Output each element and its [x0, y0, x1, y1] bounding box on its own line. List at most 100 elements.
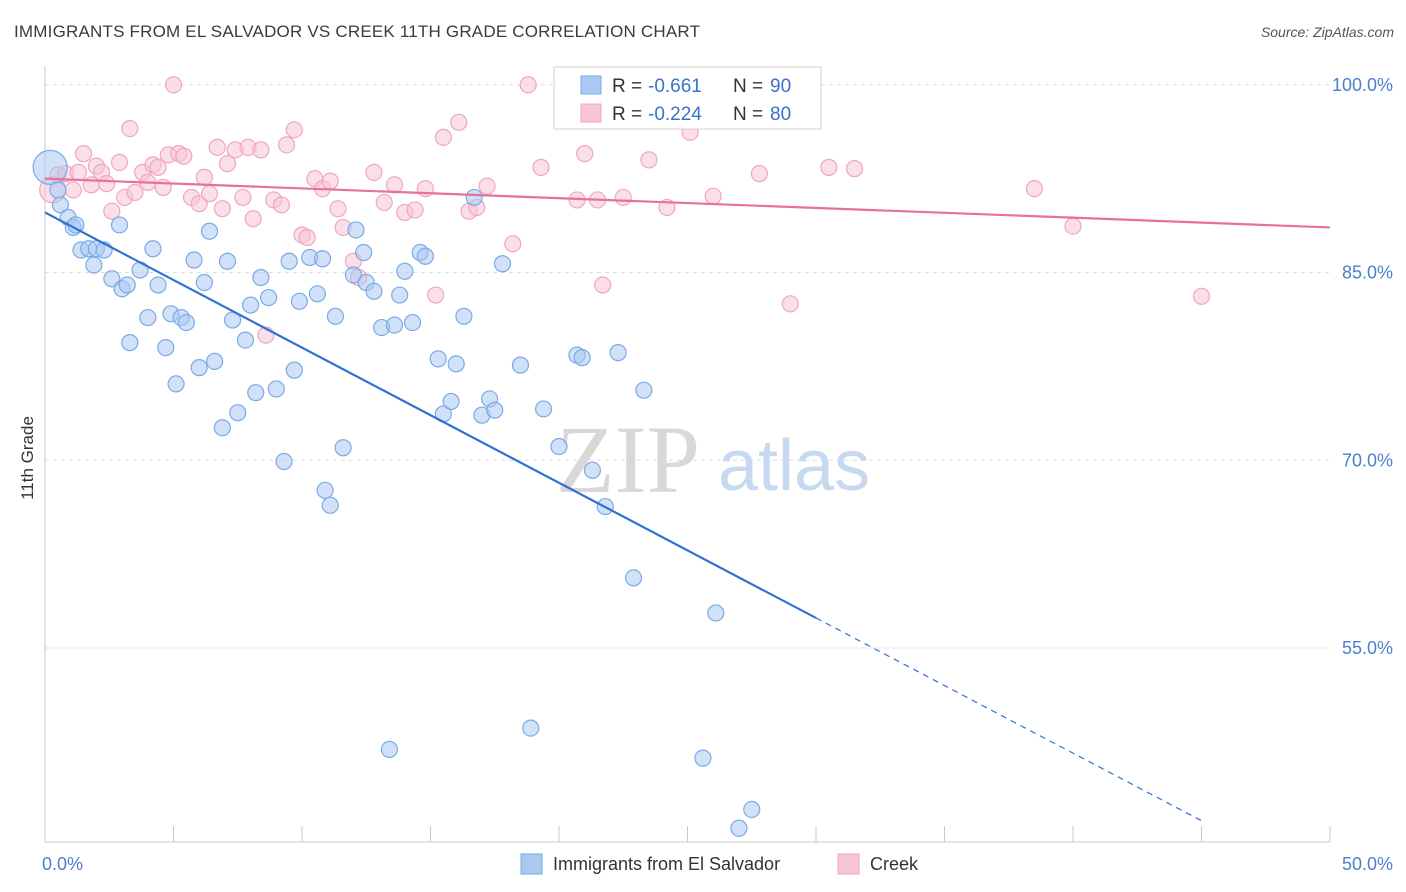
el-salvador-point	[365, 282, 383, 300]
el-salvador-point	[416, 247, 434, 265]
creek-point	[195, 168, 213, 186]
el-salvador-point	[385, 316, 404, 334]
creek-point	[594, 276, 612, 294]
creek-point	[329, 200, 347, 218]
creek-point	[434, 128, 452, 146]
series-legend: Immigrants from El Salvador Creek	[520, 853, 919, 875]
creek-point	[1064, 217, 1082, 235]
el-salvador-point	[218, 252, 237, 270]
y-tick-label: 55.0%	[1342, 638, 1393, 658]
el-salvador-point	[334, 439, 352, 457]
creek-point	[576, 145, 594, 163]
creek-point	[1192, 287, 1211, 305]
creek-point	[750, 165, 769, 183]
el-salvador-point	[247, 384, 265, 402]
el-salvador-point	[275, 452, 293, 471]
el-salvador-point	[313, 250, 332, 268]
y-tick-label: 100.0%	[1332, 75, 1393, 95]
el-salvador-point	[121, 334, 139, 352]
el-salvador-point	[242, 296, 260, 314]
el-salvador-trendline	[44, 211, 817, 619]
el-salvador-point	[347, 221, 365, 239]
el-salvador-point	[635, 381, 653, 399]
el-salvador-point	[694, 749, 712, 767]
el-salvador-point	[290, 292, 309, 310]
creek-point	[406, 201, 424, 219]
el-salvador-point	[583, 461, 602, 479]
creek-point	[450, 113, 468, 131]
el-salvador-point	[110, 216, 129, 234]
el-salvador-point	[157, 339, 175, 357]
creek-point	[103, 202, 121, 220]
creek-point	[218, 155, 237, 173]
creek-point	[427, 286, 445, 304]
el-salvador-point	[609, 344, 627, 362]
el-salvador-point	[396, 262, 414, 280]
stats-n-value: 90	[770, 76, 791, 97]
creek-point	[532, 158, 550, 176]
el-salvador-point	[236, 331, 255, 349]
el-salvador-point	[229, 404, 247, 422]
el-salvador-point	[185, 251, 203, 269]
creek-point	[234, 188, 252, 207]
creek-point	[64, 181, 82, 199]
stats-legend: R = -0.661 N = 90 R = -0.224 N = 80	[553, 66, 822, 130]
chart-title: IMMIGRANTS FROM EL SALVADOR VS CREEK 11T…	[14, 22, 701, 41]
stats-r-value: -0.661	[648, 76, 702, 97]
el-salvador-point	[308, 285, 327, 303]
creek-point	[190, 195, 208, 213]
el-salvador-point	[200, 222, 219, 240]
x-tick-label: 0.0%	[42, 854, 83, 874]
y-tick-label: 70.0%	[1342, 450, 1393, 470]
creek-point	[154, 178, 172, 197]
stats-r-label: R =	[612, 76, 642, 97]
creek-point	[298, 228, 316, 247]
el-salvador-point	[49, 181, 67, 199]
el-salvador-point	[344, 266, 362, 284]
creek-point	[69, 163, 88, 181]
points-layer	[32, 76, 1211, 837]
stats-n-label: N =	[733, 104, 763, 125]
el-salvador-point	[139, 308, 157, 327]
el-salvador-point	[280, 252, 298, 270]
y-axis-label: 11th Grade	[18, 416, 37, 500]
creek-point	[781, 295, 799, 313]
creek-point	[252, 141, 270, 159]
creek-point	[213, 200, 231, 218]
el-salvador-point	[550, 437, 568, 456]
watermark-zip: ZIP	[556, 406, 700, 513]
el-salvador-point	[195, 273, 213, 292]
creek-trendline	[44, 177, 1331, 229]
chart-source: Source: ZipAtlas.com	[1260, 24, 1394, 40]
el-salvador-point	[447, 355, 465, 373]
y-tick-label: 85.0%	[1342, 263, 1393, 283]
el-salvador-point	[32, 149, 68, 185]
stats-swatch	[580, 103, 602, 123]
creek-point	[614, 188, 632, 207]
creek-point	[375, 193, 393, 212]
el-salvador-point	[190, 359, 208, 377]
creek-point	[74, 145, 93, 163]
el-salvador-point	[259, 288, 278, 307]
el-salvador-point	[534, 400, 553, 418]
creek-point	[478, 177, 496, 195]
creek-point	[272, 196, 291, 214]
creek-point	[385, 176, 404, 194]
el-salvador-point	[267, 380, 285, 398]
stats-n-value: 80	[770, 104, 791, 125]
creek-point	[244, 210, 262, 228]
stats-r-label: R =	[612, 104, 642, 125]
watermark-atlas: atlas	[718, 426, 870, 506]
x-tick-label: 50.0%	[1342, 854, 1393, 874]
el-salvador-point	[380, 740, 398, 758]
creek-point	[277, 136, 296, 154]
stats-swatch	[580, 75, 602, 95]
creek-point	[820, 158, 838, 176]
creek-point	[321, 172, 339, 190]
el-salvador-point	[213, 419, 231, 437]
el-salvador-point	[511, 356, 530, 374]
creek-point	[164, 76, 183, 94]
creek-point	[200, 185, 219, 203]
el-salvador-point	[465, 188, 483, 207]
